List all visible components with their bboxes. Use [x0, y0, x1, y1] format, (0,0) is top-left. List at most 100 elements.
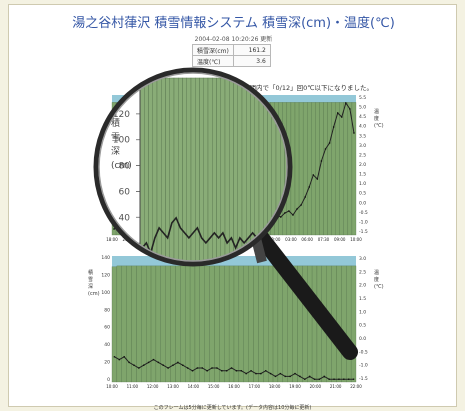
snow-depth-bar	[326, 265, 332, 383]
x-tick-label: 11:00	[127, 384, 139, 389]
snow-depth-bar	[209, 265, 215, 383]
temperature-point	[162, 364, 164, 366]
snow-depth-bar	[121, 265, 127, 383]
right-tick-label: -0.5	[359, 349, 368, 355]
right-tick-label: 2.0	[359, 162, 366, 168]
temperature-point	[318, 378, 321, 380]
right-axis-label: (℃)	[374, 284, 384, 290]
right-tick-label: 0.5	[359, 191, 366, 197]
x-tick-label: 12:00	[147, 384, 159, 389]
left-tick-label: 60	[104, 325, 110, 331]
x-tick-label: 15:00	[208, 384, 220, 389]
right-tick-label: -1.0	[359, 219, 368, 225]
temperature-point	[313, 378, 316, 380]
snow-depth-bar	[311, 265, 318, 383]
snow-depth-bar	[150, 265, 157, 383]
left-tick-label: 0	[107, 377, 110, 383]
right-tick-label: 2.5	[359, 269, 366, 275]
temperature-point	[191, 370, 194, 372]
right-tick-label: -1.0	[359, 363, 368, 369]
left-axis-label: 雪	[88, 277, 93, 283]
snow-depth-bar	[194, 265, 200, 383]
temperature-point	[133, 364, 135, 366]
temperature-point	[316, 178, 319, 180]
temperature-point	[324, 148, 327, 150]
temperature-point	[289, 375, 291, 378]
temperature-point	[300, 204, 302, 206]
snow-depth-bar	[268, 265, 274, 383]
right-tick-label: 4.5	[359, 114, 366, 120]
snow-depth-bar	[214, 265, 220, 383]
snow-depth-bar	[189, 265, 196, 383]
left-tick-label: 100	[101, 290, 110, 296]
snow-depth-bar	[126, 265, 132, 383]
reading-value: 3.6	[232, 55, 271, 67]
snow-depth-bar	[321, 265, 327, 383]
snow-depth-bar	[116, 265, 122, 383]
temperature-point	[345, 102, 347, 104]
temperature-point	[235, 370, 238, 372]
snow-depth-bar	[287, 265, 293, 383]
temperature-point	[225, 370, 228, 372]
left-tick-label: 80	[104, 307, 110, 313]
temperature-point	[216, 367, 218, 369]
temperature-point	[230, 367, 233, 369]
temperature-point	[299, 375, 301, 378]
temperature-point	[328, 378, 330, 380]
snow-depth-bar	[136, 265, 142, 383]
right-axis-label: 温	[374, 269, 379, 276]
x-tick-label: 10:00	[106, 384, 118, 389]
temperature-point	[294, 372, 296, 375]
right-tick-label: 2.0	[359, 283, 366, 289]
freeze-notice: 時間内で「0/12」回0℃以下になりました。	[243, 84, 374, 92]
temperature-point	[320, 160, 323, 162]
right-tick-label: 3.5	[359, 133, 366, 139]
snow-depth-bar	[316, 265, 322, 383]
snow-depth-bar	[307, 265, 313, 383]
temperature-point	[113, 356, 116, 358]
right-tick-label: 1.0	[359, 309, 366, 315]
snow-depth-bar	[282, 265, 288, 383]
temperature-point	[157, 361, 160, 364]
temperature-point	[312, 174, 314, 176]
snow-depth-bar	[341, 265, 347, 383]
temperature-point	[292, 214, 294, 216]
snow-depth-bar	[233, 265, 240, 383]
x-tick-label: 14:00	[188, 384, 200, 389]
snow-depth-bar	[243, 265, 249, 383]
left-tick-label: 40	[104, 342, 110, 348]
snow-depth-bar	[263, 265, 269, 383]
x-tick-label: 22:00	[350, 384, 362, 389]
x-tick-label: 18:00	[269, 384, 281, 389]
footer-note: このフレームは5分毎に更新しています。(データ内容は10分毎に更新)	[153, 405, 312, 411]
temperature-point	[337, 112, 339, 114]
temperature-point	[332, 126, 335, 128]
left-axis-label: 深	[88, 283, 93, 290]
snow-depth-bar	[297, 265, 303, 383]
temperature-point	[279, 372, 282, 375]
right-axis-label: 度	[374, 276, 379, 283]
right-tick-label: 3.0	[359, 256, 366, 262]
snow-depth-bar	[238, 265, 244, 383]
snow-depth-bar	[111, 266, 118, 383]
x-tick-label: 19:00	[289, 384, 301, 389]
right-tick-label: 2.5	[359, 152, 366, 158]
right-tick-label: 0.5	[359, 323, 366, 329]
temperature-point	[123, 356, 125, 358]
reading-row-temp: 温度(℃) 3.6	[192, 55, 271, 67]
temperature-point	[308, 186, 310, 188]
temperature-point	[333, 378, 335, 380]
snow-depth-bar	[219, 265, 225, 383]
temperature-point	[245, 372, 247, 375]
snow-depth-bar	[258, 265, 264, 383]
x-tick-label: 17:00	[249, 384, 261, 389]
temperature-point	[343, 378, 345, 380]
right-tick-label: -1.5	[359, 376, 368, 382]
temperature-point	[240, 370, 243, 372]
temperature-point	[206, 370, 208, 372]
right-tick-label: 5.5	[359, 95, 366, 101]
temperature-point	[323, 375, 325, 378]
snow-depth-bar	[277, 265, 283, 383]
x-tick-label: 13:00	[167, 384, 179, 389]
temperature-point	[353, 132, 355, 134]
